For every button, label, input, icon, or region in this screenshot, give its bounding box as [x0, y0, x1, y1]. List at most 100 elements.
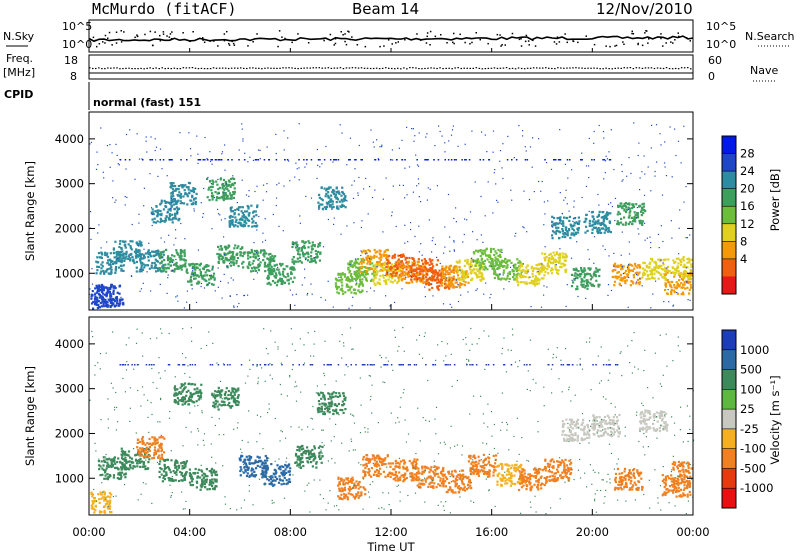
- noise-cell: [649, 236, 651, 238]
- noise-cell: [531, 166, 533, 168]
- range-cell: [291, 258, 294, 261]
- range-cell: [577, 270, 580, 273]
- range-cell: [375, 273, 378, 277]
- range-cell: [453, 265, 456, 268]
- nsearch-dot: [202, 37, 204, 39]
- range-cell: [191, 272, 194, 276]
- freq-tick-top: 18: [64, 54, 78, 67]
- nsky-line: [88, 35, 694, 43]
- range-cell: [91, 495, 94, 498]
- range-cell: [375, 269, 378, 272]
- range-cell: [675, 281, 678, 284]
- range-cell: [588, 219, 591, 222]
- range-cell: [595, 221, 598, 224]
- range-cell: [124, 450, 127, 454]
- noise-cell: [160, 237, 162, 239]
- range-cell: [297, 250, 300, 253]
- range-cell: [380, 256, 383, 259]
- range-cell: [175, 188, 178, 191]
- noise-cell: [593, 130, 595, 133]
- noise-cell: [529, 146, 532, 148]
- nsearch-dot: [364, 45, 367, 48]
- range-cell: [598, 228, 601, 232]
- noise-cell: [134, 178, 136, 180]
- range-cell: [676, 282, 679, 286]
- range-cell: [378, 263, 381, 266]
- range-cell: [109, 287, 112, 290]
- range-cell: [126, 467, 129, 470]
- range-cell: [280, 278, 284, 281]
- range-cell: [562, 232, 565, 235]
- noise-cell: [652, 293, 654, 295]
- freq-dot: [566, 67, 568, 69]
- noise-cell: [154, 138, 156, 140]
- range-cell: [494, 256, 497, 259]
- range-cell: [157, 448, 160, 451]
- range-cell: [340, 288, 343, 291]
- range-cell: [631, 264, 634, 267]
- nsearch-dot: [144, 33, 146, 36]
- range-cell: [97, 265, 101, 268]
- freq-dot: [448, 67, 450, 69]
- freq-dot: [593, 67, 595, 69]
- range-cell: [131, 467, 134, 470]
- range-cell: [359, 278, 362, 281]
- range-cell: [566, 231, 569, 234]
- range-cell: [337, 190, 340, 193]
- range-cell: [463, 275, 466, 278]
- range-cell: [389, 273, 392, 276]
- range-cell: [379, 249, 382, 253]
- range-cell: [158, 436, 161, 439]
- range-cell: [277, 268, 280, 271]
- nsearch-dot: [572, 40, 574, 42]
- range-cell: [500, 261, 503, 264]
- range-cell: [135, 270, 138, 273]
- power-ylabel: Slant Range [km]: [23, 161, 37, 261]
- range-cell: [139, 255, 142, 258]
- freq-dot: [427, 67, 429, 69]
- range-cell: [311, 241, 314, 244]
- range-cell: [454, 285, 457, 289]
- nsearch-dot: [556, 36, 559, 38]
- range-cell: [211, 196, 214, 199]
- noise-cell: [163, 241, 166, 243]
- range-cell: [105, 292, 108, 295]
- range-cell: [604, 225, 608, 228]
- range-cell: [97, 284, 101, 287]
- range-cell: [418, 276, 421, 279]
- noise-cell: [455, 221, 457, 223]
- range-cell: [494, 250, 497, 253]
- range-cell: [441, 265, 444, 268]
- noise-cell: [244, 152, 246, 154]
- range-cell: [622, 265, 625, 268]
- range-cell: [254, 255, 257, 259]
- range-cell: [541, 252, 544, 255]
- range-cell: [631, 280, 634, 283]
- range-cell: [664, 279, 667, 282]
- noise-cell: [462, 241, 464, 243]
- range-cell: [179, 266, 182, 269]
- noise-cell: [283, 130, 285, 132]
- range-cell: [398, 274, 401, 277]
- freq-dot: [300, 67, 302, 69]
- noise-cell: [573, 206, 575, 208]
- range-cell: [104, 298, 107, 301]
- range-cell: [121, 462, 124, 465]
- noise-cell: [544, 213, 546, 215]
- range-cell: [378, 282, 381, 285]
- range-cell: [329, 205, 332, 208]
- range-cell: [481, 272, 484, 276]
- range-cell: [317, 201, 320, 204]
- range-cell: [192, 191, 196, 194]
- noise-cell: [455, 207, 457, 209]
- range-cell: [659, 273, 662, 276]
- range-cell: [156, 211, 159, 214]
- range-cell: [675, 257, 679, 260]
- range-cell: [121, 467, 124, 470]
- range-cell: [251, 217, 254, 220]
- noise-cell: [298, 167, 300, 169]
- noise-cell: [567, 177, 569, 179]
- freq-dot: [246, 67, 248, 70]
- range-cell: [221, 195, 224, 198]
- range-cell: [248, 212, 251, 215]
